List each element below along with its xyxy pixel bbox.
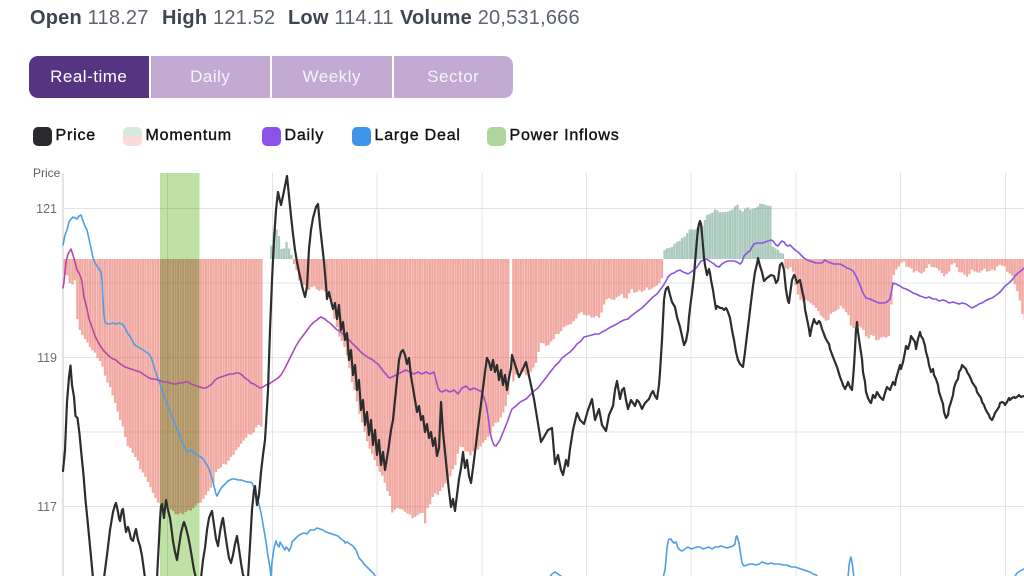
- svg-text:121: 121: [36, 202, 57, 216]
- svg-text:117: 117: [37, 500, 57, 514]
- svg-text:Price: Price: [33, 166, 61, 180]
- svg-text:119: 119: [37, 351, 57, 365]
